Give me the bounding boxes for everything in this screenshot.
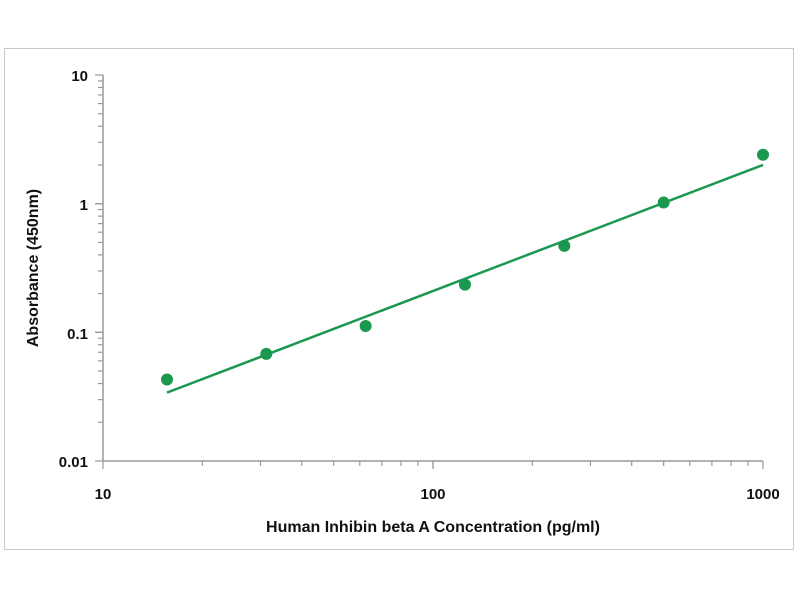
- axes: [102, 75, 763, 462]
- data-point: [757, 148, 769, 161]
- x-tick-label-1000: 1000: [746, 486, 779, 503]
- chart-frame: [4, 48, 794, 550]
- x-tick-labels: 10 100 1000: [95, 486, 780, 503]
- y-tick-label-0.01: 0.01: [59, 454, 88, 471]
- x-tick-label-10: 10: [95, 486, 112, 503]
- data-point: [260, 347, 273, 360]
- y-tick-label-1: 1: [80, 197, 88, 214]
- x-axis-title: Human Inhibin beta A Concentration (pg/m…: [266, 519, 600, 536]
- y-axis-title: Absorbance (450nm): [25, 189, 42, 347]
- ticks: [95, 74, 764, 469]
- y-tick-label-0.1: 0.1: [67, 326, 88, 343]
- data-point: [359, 320, 372, 333]
- data-point: [657, 196, 670, 209]
- data-point: [160, 373, 173, 386]
- y-tick-labels: 10 1 0.1 0.01: [59, 68, 88, 471]
- y-tick-label-10: 10: [71, 68, 88, 85]
- data-point: [558, 239, 571, 252]
- x-tick-label-100: 100: [420, 486, 445, 503]
- data-point: [458, 278, 471, 291]
- data-points: [160, 148, 769, 386]
